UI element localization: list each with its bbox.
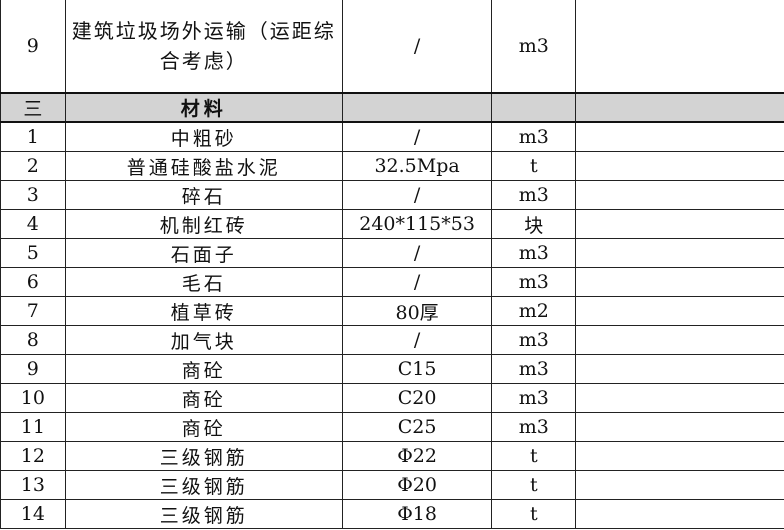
cell-unit[interactable]: m3 [491, 412, 577, 442]
cell-no[interactable]: 3 [0, 180, 66, 210]
cell-name[interactable]: 植草砖 [64, 296, 343, 326]
cell-unit[interactable]: m3 [491, 267, 577, 297]
table-row: 8 加气块 / m3 [0, 325, 784, 355]
cell-unit[interactable]: m3 [491, 180, 577, 210]
section-header-row: 三 材料 [0, 92, 784, 123]
cell-empty[interactable] [575, 151, 784, 181]
cell-name[interactable]: 毛石 [64, 267, 343, 297]
section-no[interactable]: 三 [0, 92, 66, 123]
cell-spec[interactable]: / [341, 267, 493, 297]
cell-name[interactable]: 三级钢筋 [64, 470, 343, 500]
cell-unit[interactable]: m3 [491, 238, 577, 268]
cell-unit[interactable]: m2 [491, 296, 577, 326]
cell-spec[interactable]: / [341, 0, 493, 94]
table-row: 7 植草砖 80厚 m2 [0, 296, 784, 326]
cell-empty[interactable] [575, 92, 784, 123]
cell-empty[interactable] [575, 121, 784, 152]
cell-empty[interactable] [341, 92, 493, 123]
cell-empty[interactable] [575, 0, 784, 94]
cell-empty[interactable] [491, 92, 577, 123]
cell-name[interactable]: 机制红砖 [64, 209, 343, 239]
cell-spec[interactable]: C20 [341, 383, 493, 413]
table-row: 6 毛石 / m3 [0, 267, 784, 297]
cell-no[interactable]: 8 [0, 325, 66, 355]
cell-spec[interactable]: / [341, 121, 493, 152]
table-row: 2 普通硅酸盐水泥 32.5Mpa t [0, 151, 784, 181]
table-row: 3 碎石 / m3 [0, 180, 784, 210]
cell-no[interactable]: 4 [0, 209, 66, 239]
cell-unit[interactable]: t [491, 151, 577, 181]
cell-spec[interactable]: Φ20 [341, 470, 493, 500]
cell-no[interactable]: 10 [0, 383, 66, 413]
cell-spec[interactable]: 240*115*53 [341, 209, 493, 239]
cell-name[interactable]: 中粗砂 [64, 121, 343, 152]
cell-no[interactable]: 7 [0, 296, 66, 326]
cell-spec[interactable]: / [341, 180, 493, 210]
cell-unit[interactable]: m3 [491, 0, 577, 94]
cell-unit[interactable]: m3 [491, 325, 577, 355]
cell-unit[interactable]: m3 [491, 121, 577, 152]
cell-no[interactable]: 6 [0, 267, 66, 297]
cell-empty[interactable] [575, 499, 784, 529]
table-row: 10 商砼 C20 m3 [0, 383, 784, 413]
cell-empty[interactable] [575, 383, 784, 413]
cell-empty[interactable] [575, 180, 784, 210]
table-row: 11 商砼 C25 m3 [0, 412, 784, 442]
cell-unit[interactable]: m3 [491, 383, 577, 413]
cell-no[interactable]: 14 [0, 499, 66, 529]
cell-unit[interactable]: t [491, 499, 577, 529]
cell-spec[interactable]: C25 [341, 412, 493, 442]
table-row: 4 机制红砖 240*115*53 块 [0, 209, 784, 239]
cell-name[interactable]: 石面子 [64, 238, 343, 268]
cell-name[interactable]: 碎石 [64, 180, 343, 210]
cell-spec[interactable]: Φ22 [341, 441, 493, 471]
cell-name[interactable]: 三级钢筋 [64, 499, 343, 529]
cell-spec[interactable]: C15 [341, 354, 493, 384]
cell-spec[interactable]: / [341, 325, 493, 355]
cell-unit[interactable]: 块 [491, 209, 577, 239]
table-row: 12 三级钢筋 Φ22 t [0, 441, 784, 471]
cell-empty[interactable] [575, 412, 784, 442]
cell-name[interactable]: 加气块 [64, 325, 343, 355]
cell-unit[interactable]: t [491, 441, 577, 471]
cell-empty[interactable] [575, 238, 784, 268]
table-row: 1 中粗砂 / m3 [0, 121, 784, 152]
cell-no[interactable]: 1 [0, 121, 66, 152]
cell-no[interactable]: 11 [0, 412, 66, 442]
cell-unit[interactable]: t [491, 470, 577, 500]
table-row: 13 三级钢筋 Φ20 t [0, 470, 784, 500]
cell-empty[interactable] [575, 325, 784, 355]
cell-spec[interactable]: Φ18 [341, 499, 493, 529]
cell-no[interactable]: 2 [0, 151, 66, 181]
section-name[interactable]: 材料 [64, 92, 343, 123]
cell-name[interactable]: 商砼 [64, 412, 343, 442]
cell-unit[interactable]: m3 [491, 354, 577, 384]
cell-no[interactable]: 13 [0, 470, 66, 500]
cell-name[interactable]: 商砼 [64, 354, 343, 384]
cell-no[interactable]: 5 [0, 238, 66, 268]
cell-empty[interactable] [575, 441, 784, 471]
cell-empty[interactable] [575, 296, 784, 326]
table-row: 9 建筑垃圾场外运输（运距综合考虑） / m3 [0, 0, 784, 94]
cell-empty[interactable] [575, 470, 784, 500]
cell-name[interactable]: 商砼 [64, 383, 343, 413]
cell-empty[interactable] [575, 209, 784, 239]
table-row: 9 商砼 C15 m3 [0, 354, 784, 384]
cell-empty[interactable] [575, 267, 784, 297]
cell-name[interactable]: 建筑垃圾场外运输（运距综合考虑） [64, 0, 343, 94]
cell-spec[interactable]: 32.5Mpa [341, 151, 493, 181]
cell-empty[interactable] [575, 354, 784, 384]
table-row: 14 三级钢筋 Φ18 t [0, 499, 784, 529]
cell-name[interactable]: 三级钢筋 [64, 441, 343, 471]
cell-no[interactable]: 9 [0, 0, 66, 94]
cell-spec[interactable]: / [341, 238, 493, 268]
cell-no[interactable]: 12 [0, 441, 66, 471]
cell-name[interactable]: 普通硅酸盐水泥 [64, 151, 343, 181]
cell-no[interactable]: 9 [0, 354, 66, 384]
cell-spec[interactable]: 80厚 [341, 296, 493, 326]
table-row: 5 石面子 / m3 [0, 238, 784, 268]
